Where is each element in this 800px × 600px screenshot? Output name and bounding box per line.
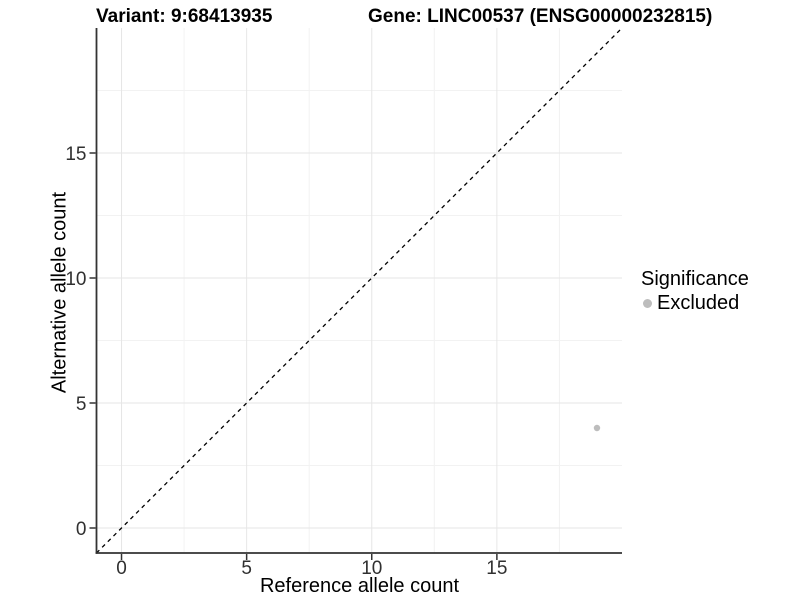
x-axis-title: Reference allele count	[259, 575, 459, 597]
axis-lines	[95, 28, 622, 554]
y-tick-label: 10	[65, 269, 86, 290]
data-point	[593, 424, 601, 432]
y-axis-title: Alternative allele count	[48, 191, 71, 394]
axis-tick-labels: 0 5 10 15 0 5 10 15	[65, 144, 507, 579]
variant-title: Variant: 9:68413935	[96, 6, 273, 27]
grid-major-lines	[96, 28, 622, 553]
y-tick-label: 5	[76, 394, 87, 415]
y-tick-label: 15	[65, 144, 86, 165]
identity-line	[96, 27, 623, 554]
identity-reference-line	[96, 27, 623, 554]
x-tick-label: 10	[361, 558, 382, 579]
gene-title: Gene: LINC00537 (ENSG00000232815)	[368, 6, 713, 27]
excluded-point-marker-icon	[643, 299, 652, 308]
legend-title: Significance	[641, 268, 749, 290]
scatter-points	[593, 424, 601, 432]
legend: Significance Excluded	[641, 268, 749, 315]
legend-item-excluded: Excluded	[641, 292, 749, 315]
x-tick-label: 5	[241, 558, 252, 579]
x-tick-label: 15	[486, 558, 507, 579]
axis-tick-marks	[89, 152, 498, 560]
legend-item-label: Excluded	[657, 292, 740, 314]
y-tick-label: 0	[76, 519, 87, 540]
x-tick-label: 0	[116, 558, 127, 579]
